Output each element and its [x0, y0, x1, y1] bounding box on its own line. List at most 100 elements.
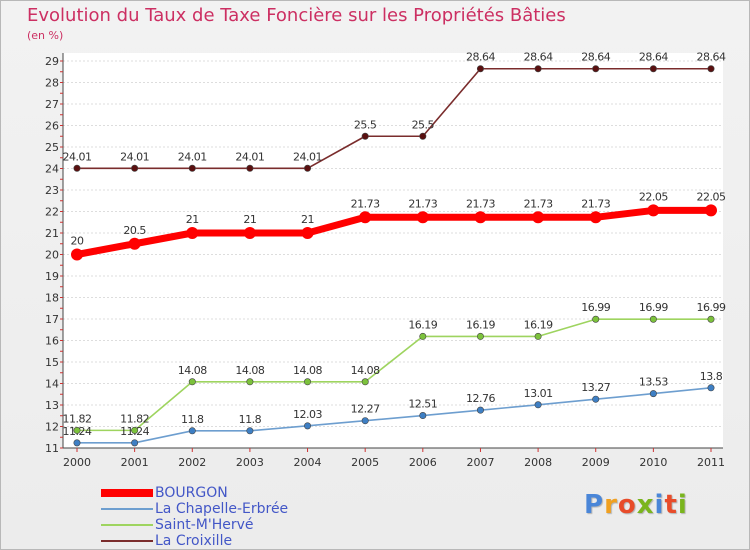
series-point-1 [647, 204, 660, 217]
series-point-2 [73, 426, 81, 434]
data-label-0: 24.01 [63, 150, 92, 163]
y-tick-label: 12 [45, 421, 59, 434]
series-point-0 [476, 65, 484, 73]
series-point-0 [534, 65, 542, 73]
series-point-2 [246, 378, 254, 386]
series-point-0 [304, 164, 312, 172]
data-label-0: 28.64 [581, 51, 610, 64]
series-point-3 [73, 439, 81, 447]
data-label-0: 28.64 [639, 51, 668, 64]
series-point-3 [534, 401, 542, 409]
y-tick-label: 19 [45, 270, 59, 283]
series-point-3 [592, 395, 600, 403]
logo-letter: i [677, 490, 688, 520]
data-label-3: 12.76 [466, 392, 495, 405]
x-tick-label: 2001 [121, 456, 149, 469]
data-label-1: 20.5 [123, 224, 146, 237]
series-point-2 [304, 378, 312, 386]
data-label-3: 11.8 [239, 413, 262, 426]
data-label-0: 24.01 [235, 150, 264, 163]
series-point-0 [707, 65, 715, 73]
series-point-2 [592, 315, 600, 323]
series-point-2 [476, 332, 484, 340]
series-point-1 [359, 211, 372, 224]
x-tick-label: 2004 [294, 456, 322, 469]
series-point-3 [649, 390, 657, 398]
logo-letter: i [654, 490, 665, 520]
series-point-1 [186, 227, 199, 239]
logo-letter: o [617, 490, 637, 520]
data-label-2: 16.19 [524, 318, 553, 331]
data-label-3: 11.24 [63, 425, 92, 438]
series-point-1 [532, 211, 545, 224]
data-label-0: 28.64 [524, 51, 553, 64]
data-label-1: 21 [301, 213, 314, 226]
data-label-0: 28.64 [466, 51, 495, 64]
data-label-2: 14.08 [235, 364, 264, 377]
series-point-3 [131, 439, 139, 447]
data-label-2: 16.99 [697, 301, 726, 314]
data-label-2: 16.99 [581, 301, 610, 314]
legend-item-la-croixille: La Croixille [101, 533, 288, 549]
data-label-1: 21 [243, 213, 256, 226]
series-point-1 [71, 248, 83, 261]
legend-label-la-croixille: La Croixille [155, 533, 233, 549]
y-tick-label: 14 [45, 378, 59, 391]
series-line-1 [73, 206, 715, 258]
plot-area [63, 53, 723, 448]
series-point-1 [589, 211, 602, 224]
series-point-2 [419, 332, 427, 340]
y-tick-label: 29 [45, 55, 59, 68]
y-tick-label: 15 [45, 356, 59, 369]
x-tick-label: 2005 [351, 456, 379, 469]
data-label-1: 21.73 [408, 197, 437, 210]
data-label-3: 11.24 [120, 425, 149, 438]
series-point-3 [361, 417, 369, 425]
legend: BOURGON La Chapelle-Erbrée Saint-M'Hervé… [101, 485, 288, 549]
logo-letter: x [636, 490, 655, 520]
y-tick-label: 11 [45, 442, 59, 455]
series-point-0 [131, 164, 139, 172]
legend-label-saint-mherve: Saint-M'Hervé [155, 517, 254, 533]
data-label-3: 13.27 [581, 381, 610, 394]
legend-item-la-chapelle-erbree: La Chapelle-Erbrée [101, 501, 288, 517]
y-tick-label: 18 [45, 292, 59, 305]
series-point-1 [416, 211, 429, 224]
data-label-1: 22.05 [639, 190, 668, 203]
unit-label: (en %) [27, 29, 64, 42]
legend-label-la-chapelle-erbree: La Chapelle-Erbrée [155, 501, 289, 517]
data-label-2: 16.19 [408, 318, 437, 331]
data-label-2: 11.82 [63, 412, 92, 425]
series-point-2 [188, 378, 196, 386]
data-label-0: 28.64 [697, 51, 726, 64]
x-tick-label: 2007 [466, 456, 494, 469]
series-point-3 [246, 427, 254, 435]
data-label-3: 12.51 [408, 398, 437, 411]
series-point-0 [649, 65, 657, 73]
data-label-1: 20 [71, 235, 84, 248]
legend-swatch-saint-mherve [101, 524, 153, 526]
data-label-3: 12.27 [351, 403, 380, 416]
y-tick-label: 27 [45, 98, 59, 111]
x-tick-label: 2008 [524, 456, 552, 469]
series-point-3 [707, 384, 715, 392]
x-tick-label: 2002 [178, 456, 206, 469]
series-point-0 [73, 164, 81, 172]
data-label-0: 24.01 [178, 150, 207, 163]
series-line-2 [76, 318, 712, 432]
legend-swatch-bourgon [101, 489, 153, 497]
data-label-0: 24.01 [293, 150, 322, 163]
x-tick-label: 2000 [63, 456, 91, 469]
data-label-2: 16.19 [466, 318, 495, 331]
data-label-3: 13.01 [524, 387, 553, 400]
series-point-3 [419, 412, 427, 420]
y-tick-label: 24 [45, 163, 59, 176]
series-point-3 [188, 427, 196, 435]
series-point-1 [243, 227, 256, 239]
y-tick-label: 16 [45, 335, 59, 348]
chart-title: Evolution du Taux de Taxe Foncière sur l… [27, 5, 566, 26]
logo-letter: r [604, 490, 618, 520]
data-label-3: 13.53 [639, 376, 668, 389]
data-label-3: 13.8 [700, 370, 723, 383]
logo-letter: t [664, 490, 678, 520]
